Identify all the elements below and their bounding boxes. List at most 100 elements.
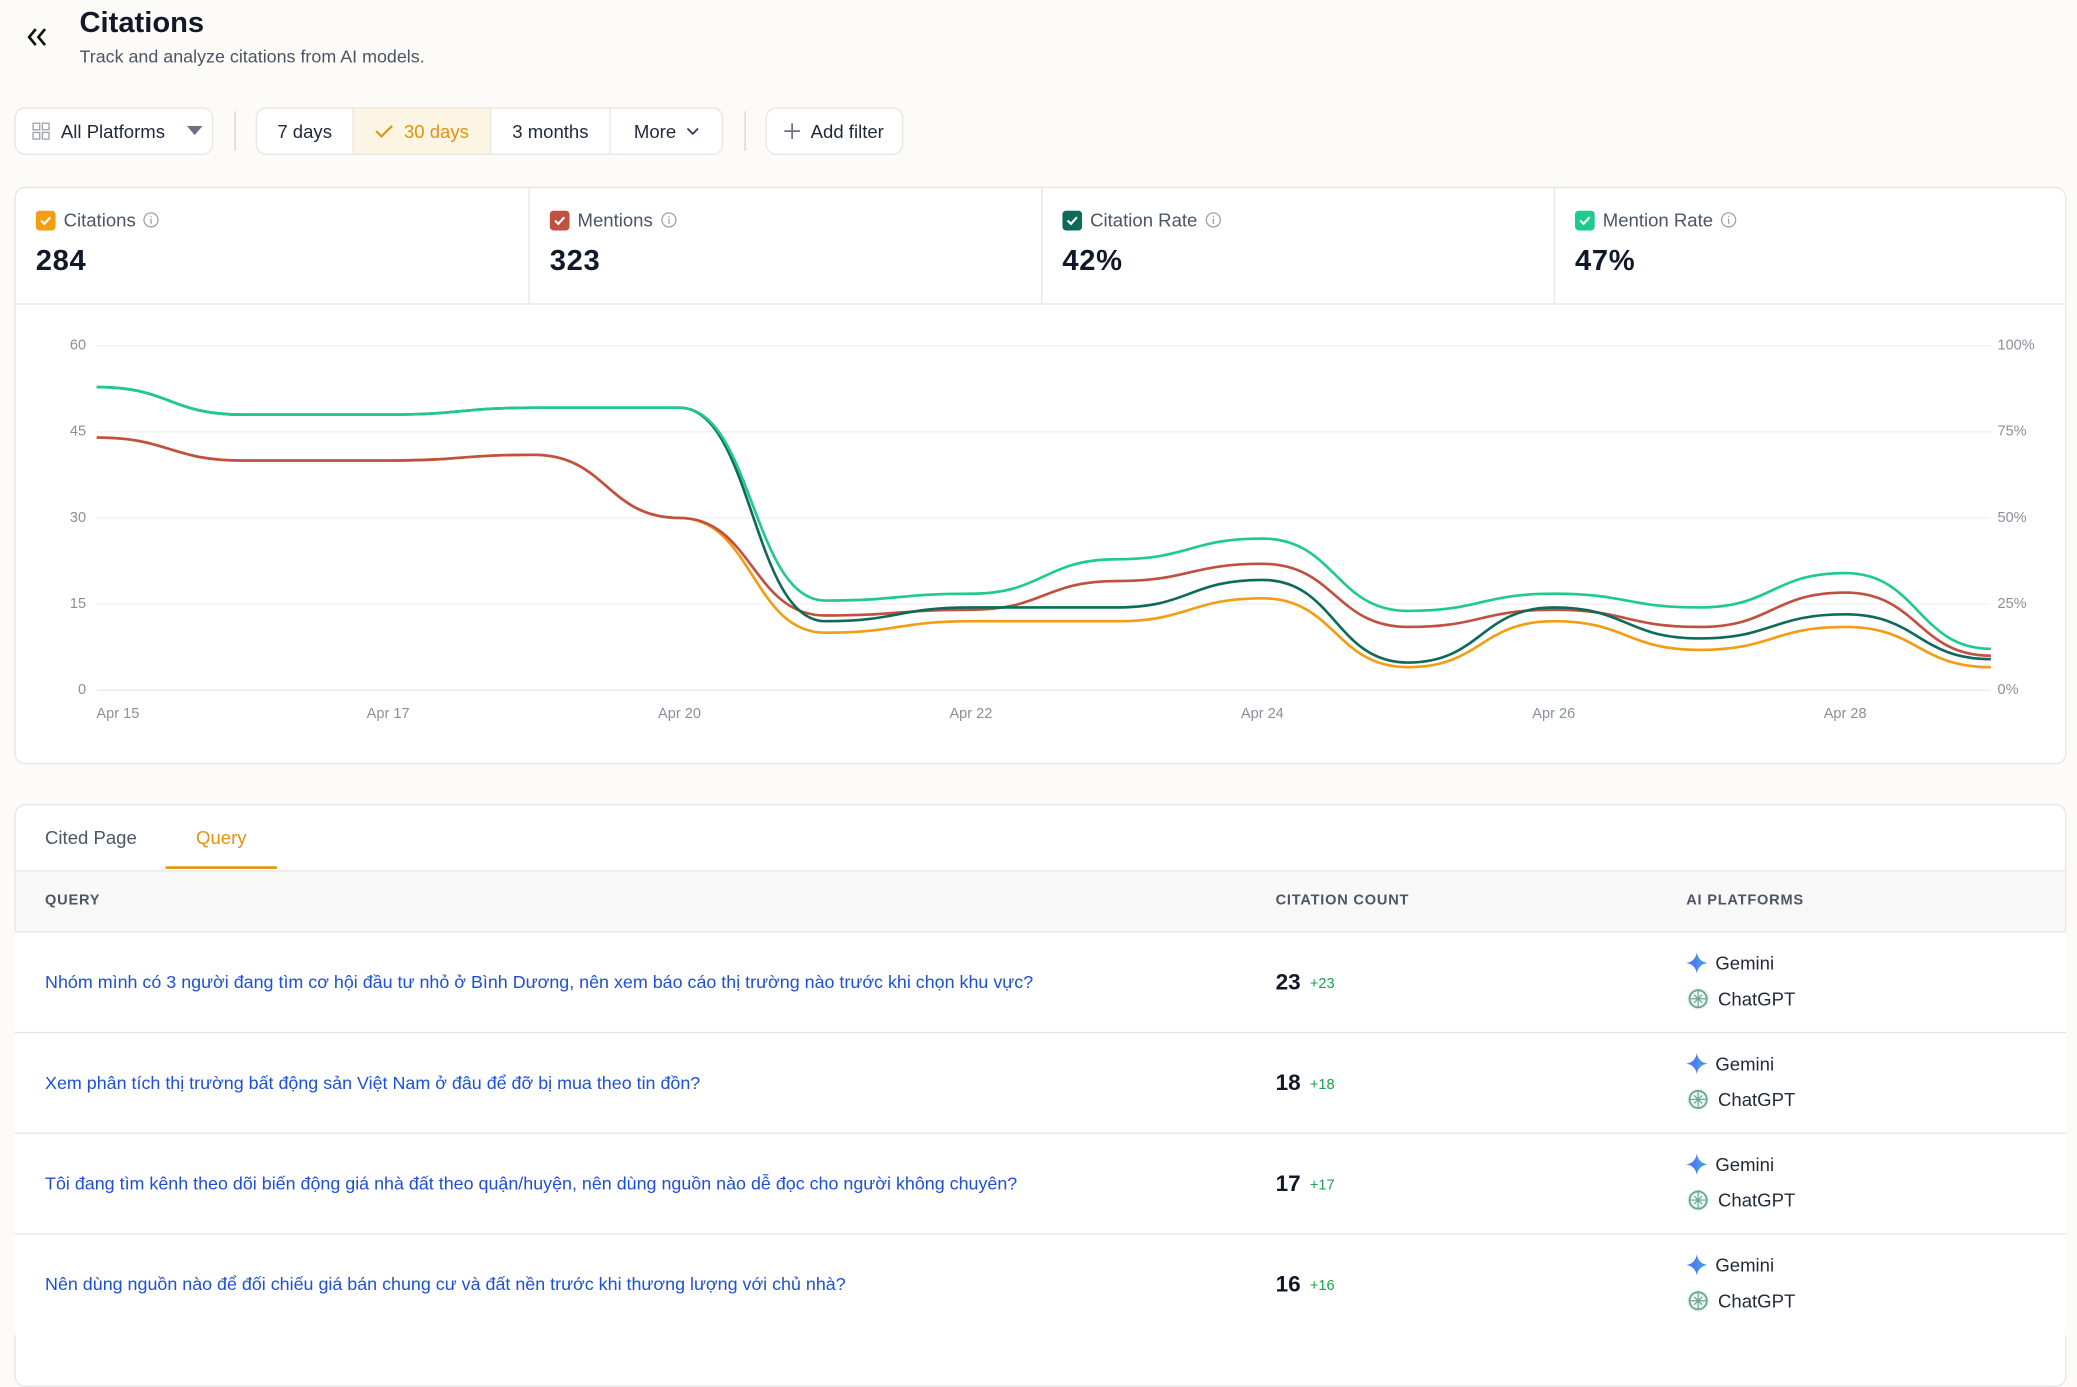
- separator: [234, 111, 236, 152]
- chatgpt-icon-part: [1688, 1291, 1708, 1311]
- metric-value: 284: [35, 243, 87, 277]
- y-tick-label: 60: [70, 338, 86, 354]
- metric[interactable]: Mentions 323: [528, 188, 1042, 304]
- range-button[interactable]: 30 days: [352, 108, 491, 154]
- range-label: 3 months: [512, 120, 589, 142]
- x-tick-label: Apr 20: [658, 706, 701, 722]
- page-subtitle: Track and analyze citations from AI mode…: [79, 46, 425, 67]
- range-label: 7 days: [277, 120, 332, 142]
- citation-count: 18: [1275, 1070, 1301, 1096]
- count-change: +18: [1309, 1076, 1335, 1093]
- platform: Gemini: [1686, 1053, 1775, 1075]
- platform: ChatGPT: [1686, 1087, 1795, 1111]
- chevron-part: [687, 127, 700, 135]
- platform-name: ChatGPT: [1718, 1290, 1796, 1312]
- metric-checkbox-part: [1579, 215, 1591, 225]
- chatgpt-icon: [1686, 987, 1710, 1011]
- y-tick-label: 45: [70, 424, 86, 440]
- x-tick-label: Apr 28: [1824, 706, 1867, 722]
- range-button[interactable]: 3 months: [490, 108, 609, 154]
- metric-checkbox-part: [549, 209, 570, 230]
- metric-checkbox-part: [1574, 209, 1595, 230]
- gemini-icon: [1686, 1153, 1708, 1175]
- chatgpt-icon-part: [1688, 1190, 1708, 1210]
- platform-name: Gemini: [1715, 952, 1775, 974]
- table-row: Nên dùng nguồn nào để đối chiếu giá bán …: [14, 1233, 2067, 1336]
- x-tick-label: Apr 22: [949, 706, 992, 722]
- chevron: [687, 127, 700, 135]
- chatgpt-icon-part: [1690, 1091, 1707, 1108]
- chatgpt-icon-part: [1688, 989, 1708, 1009]
- range-group: 7 days 30 days 3 months More: [255, 107, 724, 155]
- platform-name: ChatGPT: [1718, 1088, 1796, 1111]
- y2-tick-label: 50%: [1997, 510, 2026, 526]
- caret: [186, 125, 203, 136]
- tab[interactable]: Query: [196, 826, 247, 848]
- series-line: [96, 436, 1991, 669]
- query-link[interactable]: Nên dùng nguồn nào để đối chiếu giá bán …: [45, 1274, 846, 1295]
- gemini-icon-part: [1696, 1053, 1708, 1075]
- tab-underline: [165, 866, 277, 869]
- metric-label: Citation Rate: [1062, 209, 1553, 230]
- chatgpt-icon-part: [1690, 990, 1707, 1007]
- add-filter-button[interactable]: Add filter: [765, 107, 904, 155]
- platform-label: All Platforms: [60, 120, 166, 142]
- range-button[interactable]: More: [609, 108, 722, 154]
- metric[interactable]: Mention Rate 47%: [1553, 188, 2067, 304]
- metric-name: Mentions: [577, 209, 653, 231]
- column-header: AI PLATFORMS: [1686, 892, 1804, 909]
- x-tick-label: Apr 24: [1241, 706, 1284, 722]
- query-link[interactable]: Tôi đang tìm kênh theo dõi biến động giá…: [45, 1173, 1018, 1194]
- platform-name: ChatGPT: [1718, 988, 1796, 1010]
- y-tick-label: 0: [78, 682, 86, 698]
- chatgpt-icon-part: [1690, 1192, 1707, 1209]
- metric-value: 47%: [1574, 243, 1636, 277]
- query-link[interactable]: Nhóm mình có 3 người đang tìm cơ hội đầu…: [45, 972, 1034, 993]
- page-title: Citations: [79, 5, 205, 39]
- info-icon-part: [143, 212, 160, 228]
- info-icon: [1205, 212, 1221, 228]
- metric-checkbox-part: [35, 209, 56, 230]
- table-row: Nhóm mình có 3 người đang tìm cơ hội đầu…: [14, 931, 2067, 1034]
- info-icon: [1721, 212, 1737, 228]
- gemini-icon: [1686, 952, 1708, 974]
- chatgpt-icon: [1686, 1289, 1710, 1313]
- citation-count: 23: [1275, 969, 1301, 995]
- citation-count: 16: [1275, 1271, 1301, 1297]
- citation-count: 17: [1275, 1170, 1301, 1197]
- y-tick-label: 15: [70, 596, 86, 612]
- count-change: +17: [1309, 1177, 1335, 1194]
- platform-name: Gemini: [1715, 1153, 1775, 1175]
- gemini-icon: [1686, 1254, 1708, 1276]
- column-header: CITATION COUNT: [1275, 892, 1410, 909]
- back-button[interactable]: [24, 24, 50, 50]
- tab[interactable]: Cited Page: [45, 826, 137, 848]
- platform: Gemini: [1686, 952, 1775, 974]
- table-row: Xem phân tích thị trường bất động sản Vi…: [14, 1031, 2067, 1134]
- metric-name: Citations: [63, 209, 136, 231]
- series-line: [96, 436, 1991, 658]
- metric-checkbox-part: [554, 215, 566, 225]
- range-button[interactable]: 7 days: [257, 109, 352, 154]
- platform-name: Gemini: [1715, 1053, 1775, 1075]
- y2-tick-label: 25%: [1997, 596, 2026, 612]
- chatgpt-icon: [1686, 1088, 1710, 1111]
- metric-checkbox-part: [1066, 215, 1078, 225]
- info-icon: [143, 212, 160, 228]
- gemini-icon-part: [1696, 1153, 1708, 1175]
- x-tick-label: Apr 17: [367, 706, 410, 722]
- query-link[interactable]: Xem phân tích thị trường bất động sản Vi…: [45, 1072, 701, 1093]
- y2-tick-label: 75%: [1997, 424, 2026, 440]
- count-change: +23: [1309, 976, 1335, 993]
- metric-checkbox: [1062, 209, 1083, 230]
- metric[interactable]: Citation Rate 42%: [1041, 188, 1554, 304]
- series-line: [96, 385, 1991, 651]
- metric-value: 42%: [1062, 243, 1123, 277]
- platform: ChatGPT: [1686, 1188, 1795, 1212]
- platform-select[interactable]: All Platforms: [14, 107, 214, 155]
- platform-name: ChatGPT: [1718, 1189, 1796, 1211]
- metric-label: Citations: [35, 209, 529, 231]
- metric-checkbox-part: [40, 215, 52, 225]
- metric[interactable]: Citations 284: [16, 188, 529, 303]
